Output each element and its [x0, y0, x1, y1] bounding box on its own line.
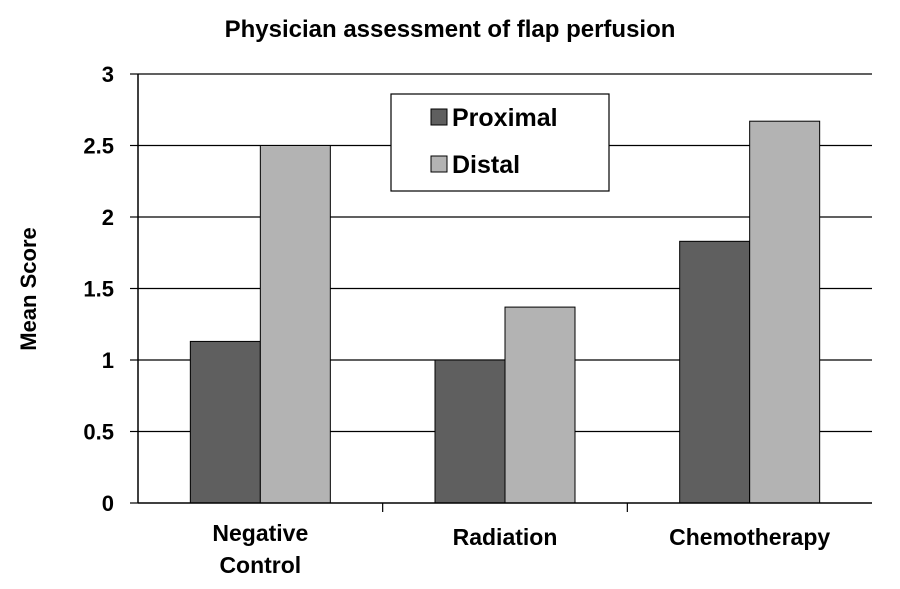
legend-label-proximal: Proximal [452, 104, 558, 132]
x-tick-label: Radiation [453, 524, 558, 550]
bar-proximal-2 [679, 240, 751, 504]
chart-title: Physician assessment of flap perfusion [225, 16, 676, 43]
y-tick-label: 0 [102, 491, 114, 516]
y-tick-label: 2.5 [83, 134, 114, 159]
bar-distal-2 [749, 120, 821, 504]
y-tick-label: 3 [102, 62, 114, 87]
bar-proximal-1 [434, 359, 506, 504]
x-tick-label: Negative [212, 520, 308, 546]
bar-proximal-0 [189, 340, 261, 504]
bar-distal-1 [504, 306, 576, 504]
legend: Proximal Distal [390, 93, 610, 192]
y-tick-label: 0.5 [83, 420, 114, 445]
bars [189, 120, 821, 504]
axes: 0 0.5 1 1.5 2 2.5 3 Negative Control Radiation Che… [83, 62, 872, 578]
y-axis-label: Mean Score [16, 227, 41, 351]
y-tick-label: 1 [102, 348, 114, 373]
x-tick-label: Chemotherapy [669, 524, 830, 550]
y-tick-label: 1.5 [83, 277, 114, 302]
legend-swatch-proximal [430, 108, 448, 126]
bar-distal-0 [259, 145, 331, 504]
legend-label-distal: Distal [452, 151, 520, 179]
x-tick-label: Control [219, 552, 301, 578]
legend-box [390, 93, 610, 192]
y-tick-label: 2 [102, 205, 114, 230]
legend-swatch-distal [430, 155, 448, 173]
